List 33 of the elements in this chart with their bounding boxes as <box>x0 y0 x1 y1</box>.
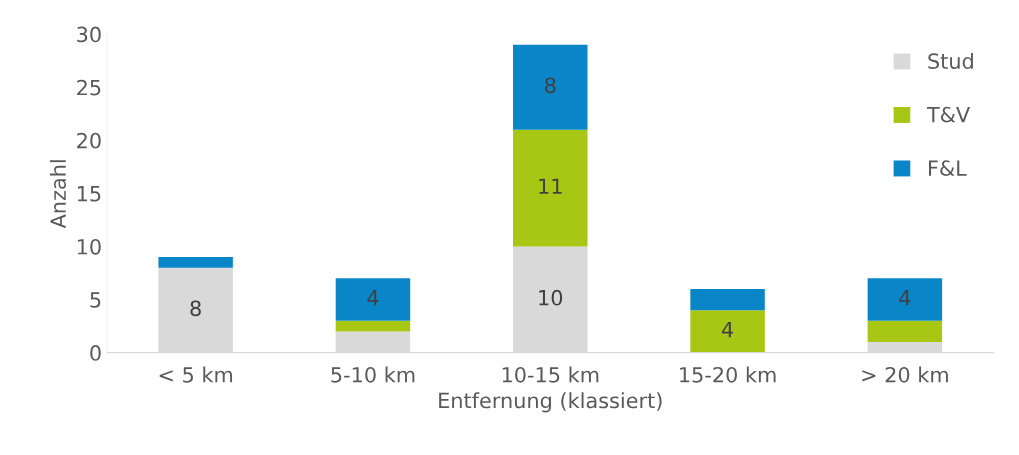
y-tick-label: 0 <box>90 345 101 361</box>
x-axis-title: Entfernung (klassiert) <box>439 392 662 413</box>
bar <box>867 278 943 321</box>
y-tick-label: 10 <box>77 238 101 255</box>
y-tick-label: 20 <box>77 132 101 149</box>
data-label: 8 <box>190 300 201 317</box>
legend-label: T&V <box>926 106 970 123</box>
x-tick-label: 5-10 km <box>331 366 415 383</box>
x-tick-label: 10-15 km <box>502 366 599 383</box>
y-tick-label: 30 <box>77 26 101 43</box>
data-label: 4 <box>721 321 734 338</box>
bar <box>513 44 588 130</box>
data-label: 8 <box>545 77 556 94</box>
bar <box>513 129 588 247</box>
x-tick-label: < 5 km <box>159 366 233 383</box>
data-label: 11 <box>539 178 562 194</box>
y-tick-label: 5 <box>90 292 101 308</box>
y-tick-label: 25 <box>77 79 101 96</box>
x-tick-label: > 20 km <box>862 366 948 383</box>
y-axis-title: Anzahl <box>49 160 67 229</box>
legend-label: F&L <box>929 160 967 176</box>
bar <box>867 320 943 343</box>
bar <box>335 320 411 332</box>
data-label: 4 <box>899 290 911 306</box>
bar <box>690 310 765 353</box>
x-tick-label: 15-20 km <box>680 366 776 383</box>
bar <box>335 278 411 321</box>
bar <box>158 257 233 268</box>
bar <box>690 288 765 311</box>
data-label: 4 <box>367 290 379 306</box>
legend-label: Stud <box>928 52 973 69</box>
y-tick-label: 15 <box>77 186 101 202</box>
data-label: 10 <box>539 289 563 306</box>
